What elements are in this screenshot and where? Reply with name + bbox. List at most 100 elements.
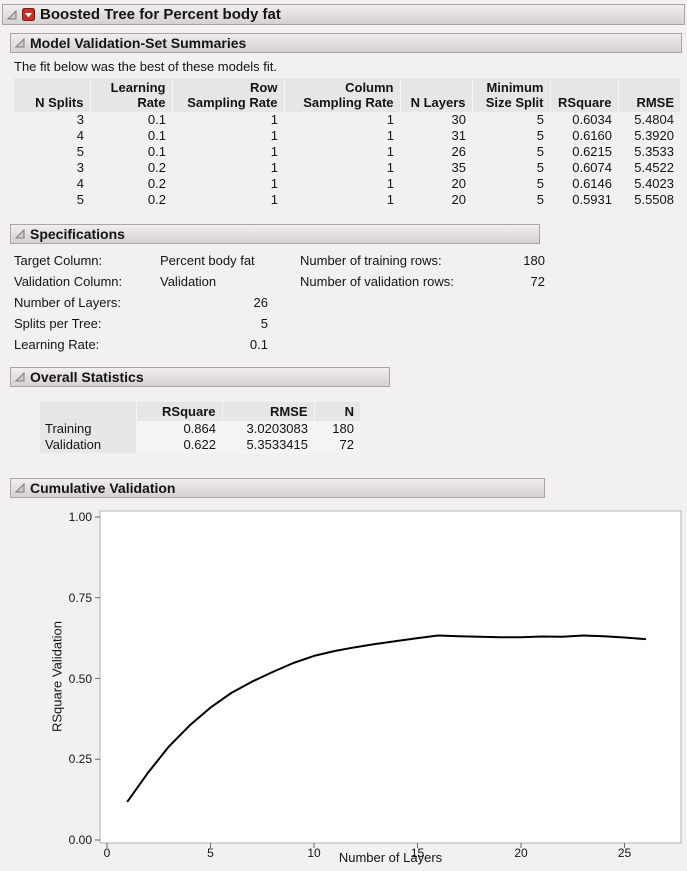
disclosure-triangle-icon[interactable]	[15, 483, 25, 493]
table-row: 4 0.1 1 1 31 5 0.6160 5.3920	[14, 128, 680, 144]
cell: 5.3920	[634, 128, 674, 143]
cell: 31	[451, 128, 466, 143]
cell: 5.3533415	[222, 437, 314, 453]
spec-value: 26	[253, 295, 268, 310]
red-hotspot-menu-icon[interactable]	[22, 8, 35, 21]
cell: 30	[451, 112, 466, 127]
chart-canvas	[95, 510, 682, 848]
cell: 0.864	[136, 421, 222, 437]
spec-label: Splits per Tree:	[14, 316, 102, 331]
y-tick-label: 1.00	[68, 510, 92, 524]
x-tick-label: 0	[103, 846, 111, 860]
disclosure-triangle-icon[interactable]	[15, 372, 25, 382]
x-axis-title: Number of Layers	[338, 850, 443, 865]
cell: 1	[386, 144, 394, 159]
disclosure-triangle-icon[interactable]	[15, 38, 25, 48]
spec-value: 72	[530, 274, 545, 289]
cell: 0.6160	[572, 128, 612, 143]
cell: 3	[76, 112, 84, 127]
cell: 1	[270, 112, 278, 127]
outline-header-specifications[interactable]: Specifications	[10, 224, 540, 244]
outline-header-cumulative-validation[interactable]: Cumulative Validation	[10, 478, 545, 498]
section-title: Specifications	[30, 226, 125, 242]
best-fit-note: The fit below was the best of these mode…	[14, 59, 278, 74]
header-line: Row	[250, 80, 278, 95]
outline-header-model-validation-set-summaries[interactable]: Model Validation-Set Summaries	[10, 33, 682, 53]
col-header-column-sampling-rate: Column Sampling Rate	[283, 78, 400, 112]
y-tick-label: 0.50	[68, 671, 92, 686]
col-header-rmse: RMSE	[617, 78, 680, 112]
spec-label: Validation Column:	[14, 274, 123, 289]
x-tick-label: 20	[514, 846, 528, 860]
outline-header-overall-statistics[interactable]: Overall Statistics	[10, 367, 390, 387]
header-line: RSquare	[558, 95, 612, 110]
spec-label: Number of Layers:	[14, 295, 121, 310]
cell: 26	[451, 144, 466, 159]
cell: 0.1	[147, 112, 166, 127]
header-line: Column	[345, 80, 394, 95]
table-row: Training 0.864 3.0203083 180	[40, 421, 360, 437]
cell: 0.6034	[572, 112, 612, 127]
table-row: Validation 0.622 5.3533415 72	[40, 437, 360, 453]
table-row: 4 0.2 1 1 20 5 0.6146 5.4023	[14, 176, 680, 192]
cell: 5.4804	[634, 112, 674, 127]
cell: 1	[270, 176, 278, 191]
spec-label: Number of training rows:	[300, 253, 442, 268]
spec-value: Percent body fat	[160, 253, 255, 268]
cumulative-validation-chart: RSquare Validation Number of Layers 0 5 10…	[0, 503, 687, 867]
cell: 1	[270, 128, 278, 143]
header-line: N Layers	[410, 95, 466, 110]
validation-summaries-table: N Splits Learning Rate Row Sampling Rate C…	[14, 78, 680, 208]
cell: 0.2	[147, 176, 166, 191]
cell: 3.0203083	[222, 421, 314, 437]
spec-label: Learning Rate:	[14, 337, 100, 352]
cell: 5.4023	[634, 176, 674, 191]
cell: 4	[76, 176, 84, 191]
section-title: Model Validation-Set Summaries	[30, 35, 247, 51]
spec-row: Validation Column: Validation	[14, 271, 687, 292]
disclosure-triangle-icon[interactable]	[15, 229, 25, 239]
col-header-n: N	[313, 402, 360, 421]
cell: 0.6074	[572, 160, 612, 175]
cell: 180	[314, 421, 360, 437]
specifications-panel: Target Column: Percent body fat Validati…	[14, 250, 687, 355]
cell: 0.1	[147, 128, 166, 143]
spec-row: Splits per Tree: 5	[14, 313, 687, 334]
row-label: Validation	[40, 437, 136, 453]
header-line: Minimum	[486, 80, 544, 95]
cell: 0.2	[147, 192, 166, 207]
disclosure-triangle-icon[interactable]	[7, 9, 17, 20]
header-line: Learning	[110, 80, 166, 95]
cell: 0.5931	[572, 192, 612, 207]
spec-value: Validation	[160, 274, 217, 289]
cell: 5	[536, 176, 544, 191]
col-header-rsquare: RSquare	[135, 402, 222, 421]
cell: 0.622	[136, 437, 222, 453]
col-header-blank	[40, 402, 136, 421]
spec-row: Number of validation rows: 72	[300, 271, 545, 292]
cell: 5.5508	[634, 192, 674, 207]
spec-row: Learning Rate: 0.1	[14, 334, 687, 355]
cell: 20	[451, 192, 466, 207]
specifications-right-column: Number of training rows: 180 Number of v…	[300, 250, 545, 292]
header-row: N Splits Learning Rate Row Sampling Rate C…	[14, 78, 680, 112]
cell: 1	[386, 160, 394, 175]
header-line: Sampling Rate	[187, 95, 278, 110]
overall-statistics-table: RSquare RMSE N Training 0.864 3.0203083 …	[40, 402, 360, 453]
spec-row: Target Column: Percent body fat	[14, 250, 687, 271]
cell: 0.2	[147, 160, 166, 175]
spec-label: Target Column:	[14, 253, 103, 268]
outline-header-boosted-tree[interactable]: Boosted Tree for Percent body fat	[2, 4, 685, 25]
section-title: Cumulative Validation	[30, 480, 176, 496]
col-header-rsquare: RSquare	[549, 78, 618, 112]
y-tick-label: 0.75	[68, 590, 92, 605]
validation-curve	[126, 634, 647, 803]
cell: 0.6146	[572, 176, 612, 191]
report-title: Boosted Tree for Percent body fat	[40, 6, 281, 23]
header-line: Rate	[137, 95, 166, 110]
header-line: RMSE	[636, 95, 674, 110]
cell: 1	[386, 176, 394, 191]
col-header-learning-rate: Learning Rate	[89, 78, 172, 112]
cell: 5	[536, 160, 544, 175]
table-row: 5 0.2 1 1 20 5 0.5931 5.5508	[14, 192, 680, 208]
